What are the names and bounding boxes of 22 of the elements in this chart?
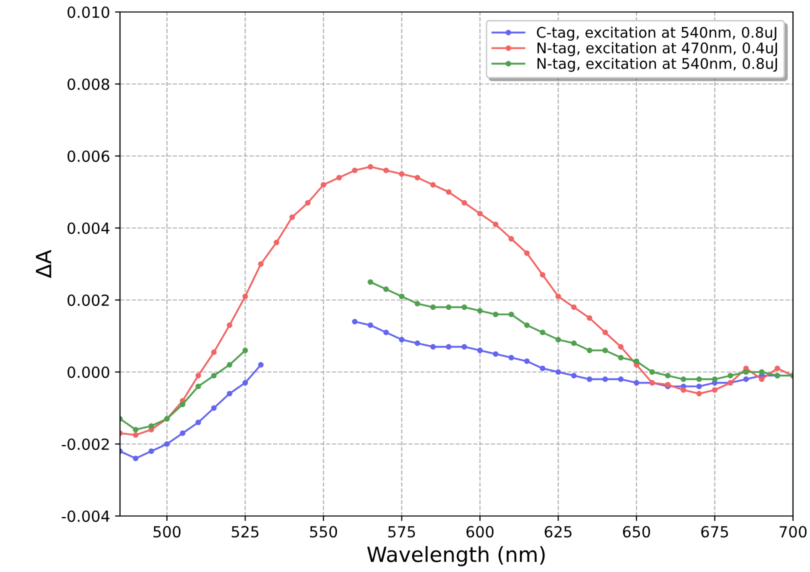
x-tick-label: 525: [232, 526, 258, 538]
x-tick-label: 500: [154, 526, 181, 538]
y-tick-label: -0.002: [62, 438, 109, 450]
legend-label: C-tag, excitation at 540nm, 0.8uJ: [536, 26, 776, 41]
x-tick-label: 550: [310, 526, 338, 538]
legend-label: N-tag, excitation at 540nm, 0.8uJ: [538, 58, 777, 72]
y-tick-label: 0.000: [68, 366, 110, 378]
x-tick-label: 650: [622, 526, 650, 538]
x-tick-label: 675: [701, 526, 728, 538]
y-tick-label: 0.002: [68, 294, 109, 306]
x-axis-title: Wavelength (nm): [367, 546, 545, 566]
y-tick-label: 0.004: [68, 222, 110, 234]
x-tick-label: 575: [388, 526, 415, 538]
y-axis-title: ΔA: [36, 250, 52, 278]
legend-label: N-tag, excitation at 470nm, 0.4uJ: [538, 42, 777, 56]
y-tick-label: -0.004: [62, 510, 110, 522]
y-tick-label: 0.006: [68, 150, 110, 162]
x-tick-label: 700: [780, 526, 807, 538]
x-tick-label: 625: [544, 526, 572, 538]
y-tick-label: 0.010: [68, 6, 110, 18]
x-tick-label: 600: [466, 526, 494, 538]
y-tick-label: 0.008: [68, 78, 110, 90]
